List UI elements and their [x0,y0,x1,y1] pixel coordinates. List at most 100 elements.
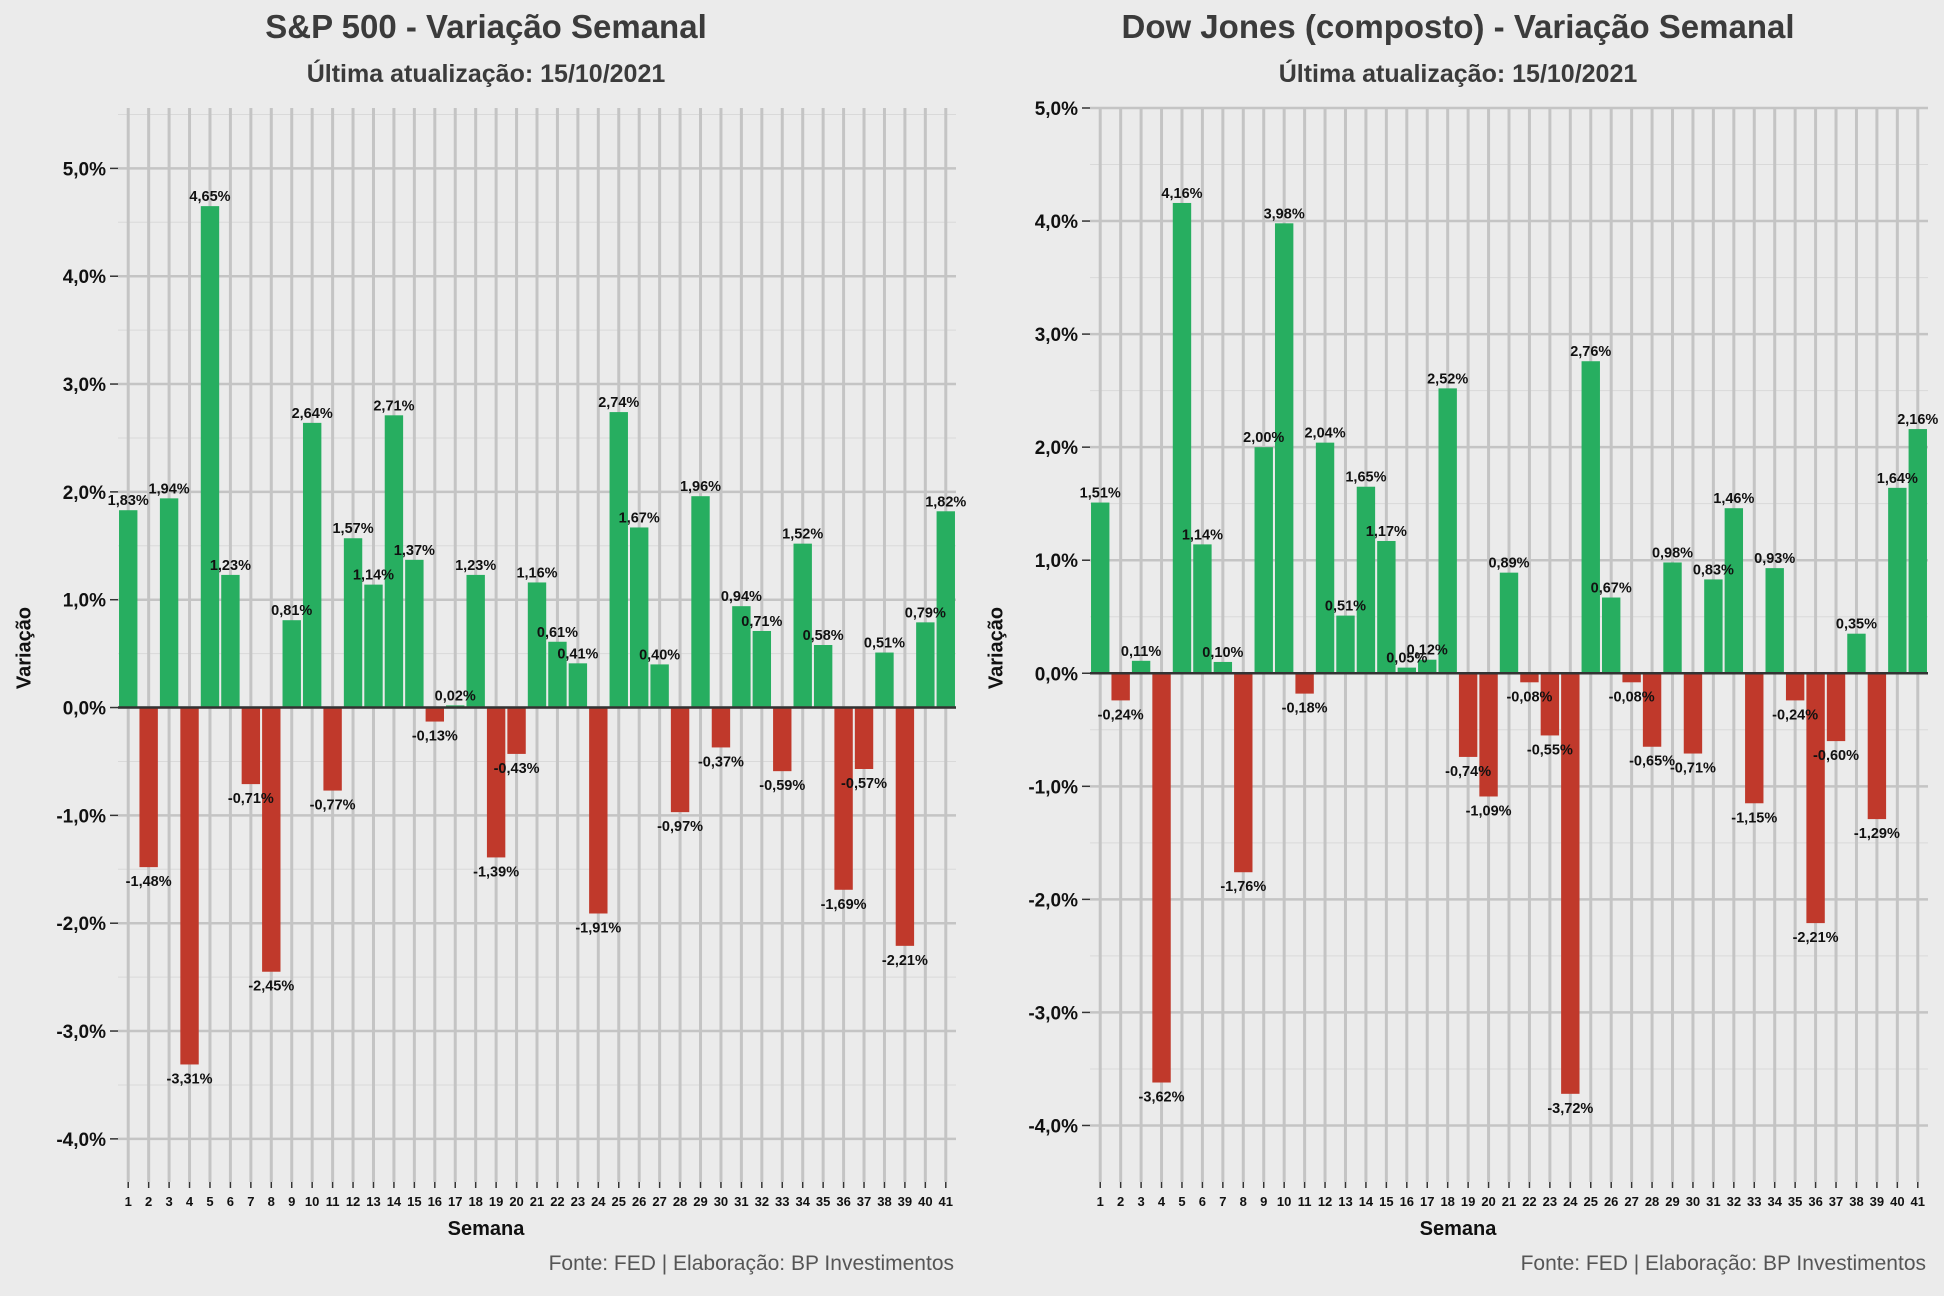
data-label: -0,18% [1282,701,1328,717]
data-label: -2,45% [248,979,294,995]
x-tick-label: 23 [571,1194,585,1209]
data-label: 0,58% [803,628,844,644]
bar [1091,502,1110,674]
x-tick-label: 35 [816,1194,830,1209]
bar [1888,487,1907,674]
bar [405,559,424,708]
bar [1601,597,1621,674]
data-label: 1,46% [1713,491,1754,507]
bar [1377,540,1396,674]
x-tick-label: 1 [125,1194,132,1209]
x-tick-label: 41 [939,1194,953,1209]
bar [1540,673,1560,736]
dowjones-chart: -4,0% -3,0% -2,0% -1,0% 0,0% 1,0% 2,0% 3,0% 4,0%… [1028,99,1938,1209]
data-label: 2,64% [292,406,333,422]
x-tick-label: 30 [714,1194,728,1209]
data-label: 0,12% [1407,643,1448,659]
y-tick-label: -3,0% [1028,1003,1078,1024]
data-label: 0,10% [1202,645,1243,661]
bar [691,496,710,708]
x-tick-label: 38 [1849,1194,1863,1209]
y-tick-label: 3,0% [1035,325,1078,346]
x-tick-label: 36 [1808,1194,1822,1209]
bar [1438,388,1457,674]
data-label: 2,76% [1570,344,1611,360]
bar [1867,673,1887,820]
data-label: -0,57% [841,776,887,792]
bar [1295,673,1314,694]
y-axis-label: Variação [985,606,1008,690]
data-label: -3,62% [1139,1090,1185,1106]
data-label: -0,97% [657,819,703,835]
data-label: 0,41% [557,646,598,662]
bar [343,538,363,708]
bar [1397,667,1417,674]
bar [282,620,301,708]
x-tick-label: 1 [1097,1194,1104,1209]
x-tick-label: 2 [145,1194,152,1209]
x-tick-label: 4 [186,1194,194,1209]
x-tick-label: 17 [1420,1194,1434,1209]
chart-caption: Fonte: FED | Elaboração: BP Investimento… [1520,1252,1926,1275]
x-axis-label: Semana [447,1218,525,1240]
bar [1745,673,1764,804]
x-tick-label: 9 [1260,1194,1267,1209]
x-tick-label: 26 [632,1194,646,1209]
data-label: 2,71% [373,398,414,414]
data-label: 0,98% [1652,545,1693,561]
bar [670,707,690,813]
data-label: -0,13% [412,729,458,745]
bar [916,622,935,708]
data-label: -0,24% [1772,707,1818,723]
bar [1806,673,1825,924]
x-tick-label: 4 [1158,1194,1166,1209]
x-tick-label: 27 [1624,1194,1638,1209]
sp500-chart: -4,0% -3,0% -2,0% -1,0% 0,0% 1,0% 2,0% 3,0% 4,0%… [56,108,966,1209]
data-label: 2,04% [1304,426,1345,442]
data-label: 1,51% [1080,486,1121,502]
bar [1561,673,1580,1094]
y-tick-label: -2,0% [56,914,106,935]
data-label: 2,00% [1243,430,1284,446]
x-tick-label: 5 [1178,1194,1185,1209]
bar [1642,673,1662,747]
x-tick-label: 15 [407,1194,421,1209]
x-tick-label: 14 [387,1194,402,1209]
x-tick-label: 16 [1400,1194,1414,1209]
y-tick-label: 0,0% [63,699,106,720]
data-label: 0,67% [1591,581,1632,597]
bar [323,707,342,791]
y-axis-label: Variação [13,606,36,690]
bar [936,511,955,708]
y-tick-label: 5,0% [63,159,106,180]
y-tick-label: -1,0% [56,806,106,827]
data-label: -0,37% [698,754,744,770]
data-label: -1,76% [1220,879,1266,895]
bar [609,412,628,708]
bar [384,415,404,708]
bar [650,664,669,708]
y-tick-label: 2,0% [63,483,106,504]
bar [895,707,915,946]
x-tick-label: 7 [247,1194,254,1209]
bar [548,641,567,708]
bar [1274,223,1294,674]
data-label: 0,35% [1836,617,1877,633]
data-label: 1,14% [1182,527,1223,543]
data-label: -3,31% [167,1071,213,1087]
x-tick-label: 29 [1665,1194,1679,1209]
data-label: -1,39% [473,864,519,880]
data-label: 1,64% [1877,471,1918,487]
x-axis-label: Semana [1419,1218,1497,1240]
x-tick-label: 7 [1219,1194,1226,1209]
data-label: 1,65% [1345,470,1386,486]
data-label: 0,61% [537,625,578,641]
bar [1622,673,1641,683]
data-label: -1,09% [1466,803,1512,819]
bar [813,645,833,708]
x-tick-label: 8 [1240,1194,1247,1209]
x-tick-label: 16 [428,1194,442,1209]
x-tick-label: 11 [326,1194,340,1209]
data-label: -2,21% [1793,930,1839,946]
bar [875,652,894,708]
